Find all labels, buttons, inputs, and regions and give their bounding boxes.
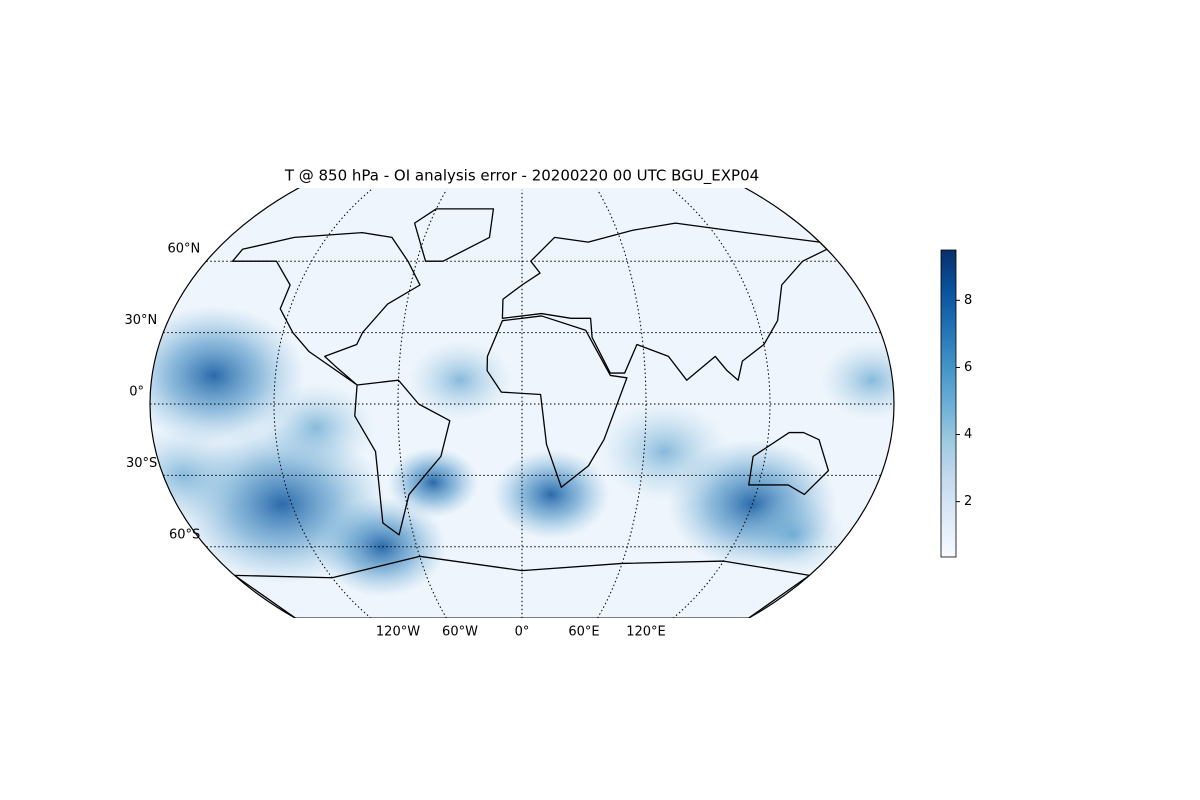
colorbar-fill	[940, 249, 957, 558]
map-title: T @ 850 hPa - OI analysis error - 202002…	[284, 167, 759, 186]
lon-label: 0°	[515, 625, 530, 640]
grid-line	[672, 189, 771, 618]
coastline	[231, 231, 421, 386]
shading	[408, 340, 513, 421]
coastline	[354, 379, 451, 536]
colorbar-tick-label: 2	[964, 494, 972, 509]
lat-label: 60°N	[168, 242, 201, 257]
coastline	[233, 555, 811, 618]
colorbar: 2 4 6 8	[940, 249, 972, 558]
shading	[316, 496, 447, 597]
map-border	[149, 188, 895, 618]
lon-label: 60°W	[442, 625, 478, 640]
shading	[819, 340, 894, 421]
colorbar-tick-label: 6	[964, 360, 972, 375]
lat-label: 30°S	[126, 456, 157, 471]
colorbar-tick-label: 8	[964, 293, 972, 308]
shading	[492, 449, 610, 540]
grid-line	[273, 189, 372, 618]
coastline	[486, 315, 628, 488]
shading	[257, 382, 375, 473]
shading	[150, 305, 305, 446]
shading	[387, 447, 479, 518]
lat-label: 30°N	[124, 313, 157, 328]
lon-label: 120°W	[376, 625, 420, 640]
shading	[741, 494, 846, 575]
colorbar-tick-label: 4	[964, 427, 972, 442]
lat-label: 0°	[129, 385, 144, 400]
map	[149, 188, 895, 618]
coastline	[748, 431, 830, 496]
lon-label: 120°E	[626, 625, 666, 640]
lon-label: 60°E	[568, 625, 599, 640]
lat-label: 60°S	[169, 527, 200, 542]
coastline	[501, 222, 828, 381]
axis-labels: 60°N 30°N 0° 30°S 60°S 120°W 60°W 0° 60°E 120°E	[124, 242, 665, 640]
shading	[599, 401, 730, 502]
